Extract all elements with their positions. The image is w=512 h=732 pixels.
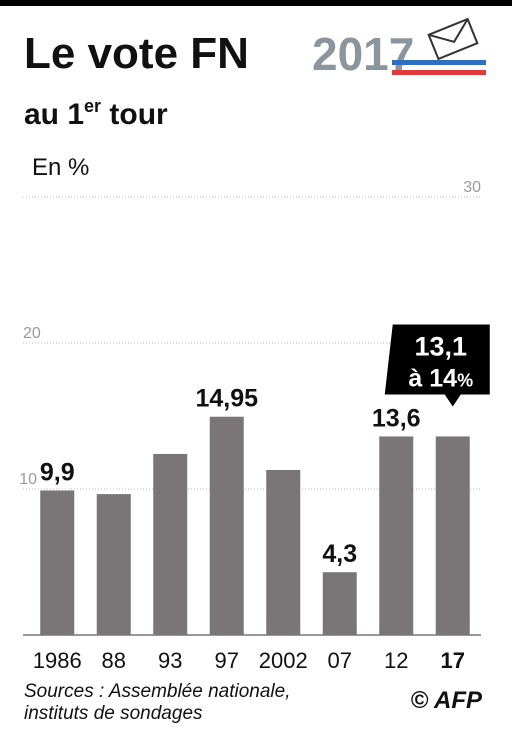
bar: [379, 436, 414, 635]
callout-unit: %: [457, 370, 473, 390]
subtitle-rest: tour: [101, 98, 168, 131]
subtitle-sup: er: [84, 96, 101, 116]
callout-box: [384, 324, 490, 407]
x-tick-label: 93: [158, 648, 182, 673]
source-line: instituts de sondages: [24, 703, 203, 724]
credit: © AFP: [411, 687, 483, 714]
callout: 13,1 à 14%: [384, 324, 490, 407]
y-tick-label: 10: [19, 471, 37, 488]
logo-envelope: [392, 17, 486, 75]
bar: [209, 416, 244, 635]
x-tick-label: 1986: [33, 648, 82, 673]
subtitle-text: au 1: [24, 98, 84, 131]
value-label: 9,9: [40, 458, 75, 486]
x-tick-label: 12: [384, 648, 408, 673]
callout-line: à 14%: [408, 364, 473, 392]
value-label: 13,6: [372, 404, 421, 432]
y-axis-label: En %: [32, 154, 89, 181]
bar: [322, 572, 357, 635]
source-line: Sources : Assemblée nationale,: [24, 681, 291, 702]
y-tick-label: 20: [23, 325, 41, 342]
chart-title: Le vote FN: [24, 29, 249, 78]
value-label: 14,95: [195, 385, 258, 413]
x-tick-label: 88: [102, 648, 126, 673]
y-tick-label: 30: [463, 179, 481, 196]
x-tick-label: 2002: [259, 648, 308, 673]
callout-line: 13,1: [414, 331, 467, 361]
value-label: 4,3: [322, 540, 357, 568]
bar: [40, 490, 75, 635]
top-bar: [0, 0, 512, 6]
bar: [96, 494, 131, 635]
bar: [153, 453, 188, 635]
bar: [266, 470, 301, 635]
callout-text: à 14: [408, 364, 457, 392]
subtitle: au 1er tour: [24, 96, 168, 131]
bar: [435, 436, 470, 635]
x-tick-label: 07: [328, 648, 352, 673]
x-tick-label: 17: [441, 648, 465, 673]
x-tick-label: 97: [215, 648, 239, 673]
